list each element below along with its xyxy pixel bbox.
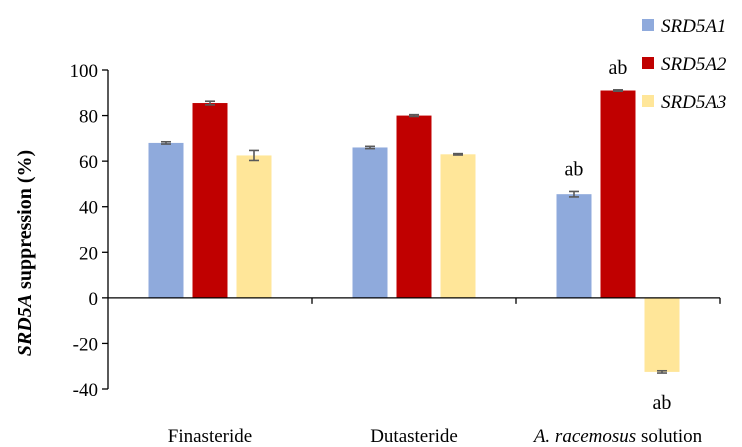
x-category-label: Dutasteride (370, 426, 458, 447)
y-tick-label: 20 (79, 243, 98, 264)
legend-swatch (642, 57, 654, 69)
y-tick-label: 80 (79, 107, 98, 128)
bar (440, 154, 476, 298)
y-axis-label-italic: SRD5A (14, 294, 36, 356)
bar (600, 90, 636, 298)
x-category-label: A. racemosus solution (532, 426, 703, 447)
y-tick-label: 100 (70, 61, 99, 82)
legend-label: SRD5A1 (661, 16, 726, 37)
bar (396, 115, 432, 298)
y-tick-label: 60 (79, 152, 98, 173)
y-tick-label: 0 (89, 289, 99, 310)
legend-swatch (642, 19, 654, 31)
legend-label: SRD5A3 (661, 92, 726, 113)
bar (192, 103, 228, 298)
y-axis-label: SRD5A suppression (%) (14, 150, 36, 356)
y-tick-label: 40 (79, 198, 98, 219)
significance-annotation: ab (609, 57, 628, 79)
x-category-label: Finasteride (168, 426, 252, 447)
significance-annotation: ab (653, 392, 672, 414)
bar (236, 155, 272, 298)
y-tick-label: -40 (73, 380, 98, 401)
bars: ab ab ab (148, 57, 680, 414)
y-axis-label-rest: suppression (%) (14, 150, 36, 294)
y-axis: 100 80 60 40 20 0 -20 -40 (70, 61, 109, 401)
bar (644, 297, 680, 372)
y-tick-label: -20 (73, 334, 98, 355)
bar (556, 194, 592, 298)
bar (352, 147, 388, 298)
legend-label: SRD5A2 (661, 54, 727, 75)
x-axis: Finasteride Dutasteride A. racemosus solut… (108, 297, 721, 447)
bar (148, 142, 184, 298)
legend-swatch (642, 95, 654, 107)
legend: SRD5A1 SRD5A2 SRD5A3 (642, 16, 727, 113)
significance-annotation: ab (565, 158, 584, 180)
